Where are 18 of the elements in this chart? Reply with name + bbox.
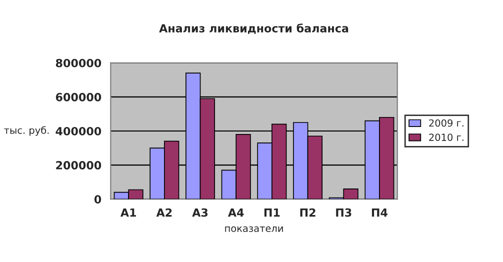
x-tick-label: А2 xyxy=(156,208,172,217)
x-tick-label: А3 xyxy=(192,208,208,217)
x-tick-label: А1 xyxy=(120,208,136,217)
chart-title: Анализ ликвидности баланса xyxy=(159,24,348,34)
y-tick-label: 600000 xyxy=(56,92,102,102)
y-tick-label: 200000 xyxy=(56,161,102,170)
x-tick-label: П2 xyxy=(300,208,316,217)
x-tick-label: П3 xyxy=(336,208,352,217)
y-axis-title: тыс. руб. xyxy=(4,126,49,136)
legend-label: 2010 г. xyxy=(429,134,464,141)
y-tick-label: 0 xyxy=(94,195,102,204)
y-tick-label: 800000 xyxy=(56,58,102,68)
x-axis-title: показатели xyxy=(225,226,283,232)
y-tick-label: 400000 xyxy=(56,126,102,136)
x-tick-label: А4 xyxy=(228,208,244,217)
x-tick-label: П1 xyxy=(264,208,280,217)
legend-label: 2009 г. xyxy=(429,119,464,127)
x-tick-label: П4 xyxy=(372,208,388,217)
